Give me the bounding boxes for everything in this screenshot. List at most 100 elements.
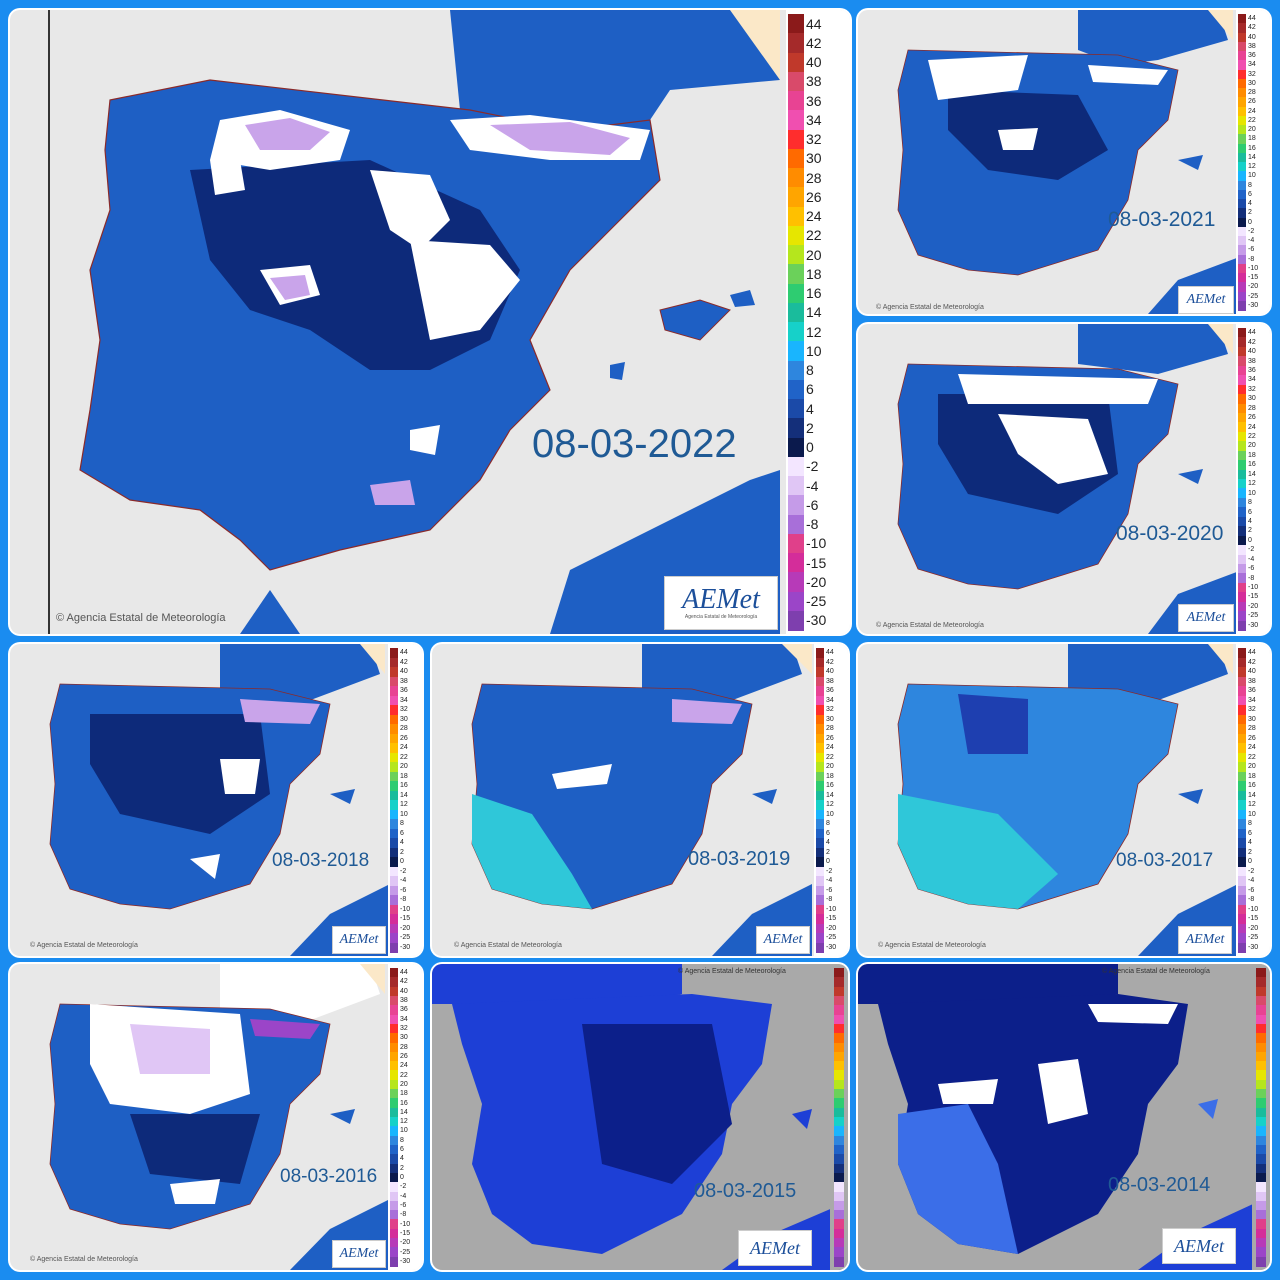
legend-color-swatch [816,933,824,943]
copyright-text: © Agencia Estatal de Meteorología [56,612,226,624]
legend-color-swatch [834,977,844,988]
aemet-logo-text: AEMet [682,584,760,615]
legend-color-swatch [1238,254,1246,265]
map-panel-2020: 08-03-2020 © Agencia Estatal de Meteorol… [858,324,1270,634]
aemet-logo-text: AEMet [339,932,379,947]
legend-label: 40 [1248,33,1256,41]
temperature-map-2014 [858,964,1270,1270]
legend-color-swatch [1256,1051,1266,1062]
legend-color-swatch [1238,217,1246,228]
legend-label: 30 [806,150,822,167]
legend-label: 32 [806,131,822,148]
legend-color-swatch [1256,1154,1266,1165]
legend-color-swatch [816,857,824,867]
legend-label: -20 [400,1239,411,1247]
legend-color-swatch [390,977,398,988]
legend-color-swatch [816,781,824,791]
legend-color-swatch [834,1051,844,1062]
legend-label: 6 [1248,508,1252,516]
legend-label: 42 [1248,338,1256,346]
legend-label: 34 [1248,696,1256,704]
legend-label: -6 [1248,246,1255,254]
legend-label: 34 [400,696,408,704]
legend-label: 20 [806,246,822,263]
legend-label: 8 [400,820,404,828]
map-date-label: 08-03-2019 [688,848,791,870]
legend-color-swatch [816,686,824,696]
legend-color-swatch [834,1154,844,1165]
legend-label: -4 [1248,877,1255,885]
legend-color-swatch [1238,23,1246,33]
legend-color-swatch [834,1228,844,1239]
legend-label: -25 [1248,292,1259,300]
legend-label: 20 [400,763,408,771]
legend-color-swatch [1238,337,1246,348]
legend-color-swatch [834,1191,844,1202]
legend-color-swatch [816,819,824,829]
legend-color-swatch [390,866,398,877]
legend-color-swatch [834,1070,844,1081]
legend-color-swatch [390,800,398,810]
legend-label: -8 [1248,574,1255,582]
legend-label: 38 [1248,357,1256,365]
legend-color-swatch [390,1238,398,1248]
aemet-logo-text: AEMet [763,932,803,947]
legend-color-swatch [1256,1098,1266,1109]
legend-label: 30 [400,715,408,723]
legend-color-swatch [1238,828,1246,839]
legend-color-swatch [816,657,824,668]
legend-label: 20 [1248,126,1256,134]
legend-color-swatch [1238,857,1246,867]
legend-color-swatch [788,225,804,246]
legend-label: 12 [826,801,834,809]
legend-color-swatch [1238,115,1246,126]
legend-color-swatch [816,705,824,715]
legend-label: 28 [400,725,408,733]
legend-color-swatch [816,904,824,915]
legend-label: -30 [400,943,411,951]
legend-color-swatch [390,1061,398,1071]
legend-color-swatch [1238,125,1246,135]
legend-color-swatch [834,1023,844,1034]
legend-color-swatch [390,1182,398,1192]
legend-label: -6 [1248,565,1255,573]
legend-label: 6 [806,381,814,398]
legend-color-swatch [1256,1117,1266,1127]
legend-color-swatch [1238,601,1246,612]
temperature-legend: 44 42 40 38 36 34 32 30 28 26 24 22 20 18 16 14 12 10 8 6 4 2… [388,964,422,1270]
legend-color-swatch [788,264,804,284]
legend-label: 36 [826,687,834,695]
legend-label: 10 [400,810,408,818]
legend-color-swatch [1256,1191,1266,1202]
legend-color-swatch [390,968,398,978]
legend-color-swatch [1238,189,1246,200]
legend-color-swatch [816,733,824,744]
legend-color-swatch [1256,1023,1266,1034]
legend-color-swatch [1238,450,1246,461]
legend-color-swatch [1238,403,1246,414]
legend-label: 2 [1248,527,1252,535]
legend-color-swatch [1238,667,1246,677]
legend-color-swatch [1238,300,1246,311]
copyright-text: © Agencia Estatal de Meteorología [30,1256,138,1263]
legend-label: 24 [826,744,834,752]
legend-color-swatch [788,110,804,130]
legend-label: -30 [400,1257,411,1265]
legend-color-swatch [1238,69,1246,80]
legend-label: -20 [826,924,837,932]
copyright-text: © Agencia Estatal de Meteorología [678,968,786,975]
legend-color-swatch [390,1163,398,1174]
legend-color-swatch [834,1210,844,1220]
legend-label: 0 [826,858,830,866]
map-date-label: 08-03-2021 [1108,208,1216,231]
legend-color-swatch [816,648,824,658]
legend-label: -15 [1248,915,1259,923]
legend-label: 20 [400,1080,408,1088]
legend-label: 40 [806,54,822,71]
legend-label: 36 [400,687,408,695]
legend-label: 40 [400,987,408,995]
legend-color-swatch [788,437,804,458]
legend-label: 12 [400,801,408,809]
legend-color-swatch [390,1014,398,1025]
legend-color-swatch [816,676,824,687]
